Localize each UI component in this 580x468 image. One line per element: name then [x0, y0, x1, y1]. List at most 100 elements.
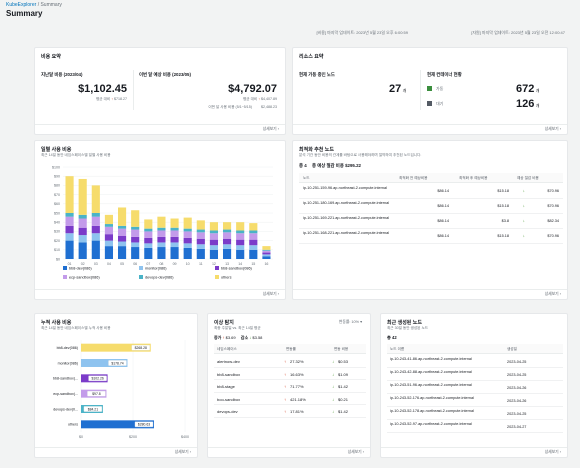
bar-segment[interactable] — [196, 229, 205, 233]
bar-segment[interactable] — [249, 239, 258, 246]
table-row[interactable]: ip-10-243-42-88.ap-northeast-2.compute.i… — [387, 368, 563, 381]
bar-segment[interactable] — [170, 247, 179, 259]
bar-segment[interactable] — [131, 236, 140, 243]
bar-segment[interactable] — [104, 246, 114, 259]
bar-segment[interactable] — [117, 228, 127, 236]
bar-segment[interactable] — [157, 230, 166, 237]
table-row[interactable]: devops-dev ↑ 17.81% ↓ $1.42 — [214, 405, 366, 418]
breadcrumb-root-link[interactable]: KubeExplorer — [6, 2, 37, 8]
bar-segment[interactable] — [170, 236, 179, 243]
bar-segment[interactable] — [183, 228, 192, 232]
bar-segment[interactable] — [249, 223, 258, 231]
bar-segment[interactable] — [144, 247, 153, 259]
bar-segment[interactable] — [78, 235, 87, 243]
bar-segment[interactable] — [91, 240, 100, 259]
table-row[interactable]: ip-10-243-41-86.ap-northeast-2.compute.i… — [387, 355, 563, 368]
bar-segment[interactable] — [170, 227, 179, 231]
legend-label[interactable]: monitor(086) — [145, 267, 167, 271]
bar-segment[interactable] — [78, 178, 87, 215]
bar-segment[interactable] — [91, 185, 100, 213]
bar-segment[interactable] — [183, 237, 192, 244]
bar-segment[interactable] — [196, 220, 205, 230]
bar-segment[interactable] — [262, 250, 271, 253]
bar-segment[interactable] — [262, 254, 271, 257]
bar-segment[interactable] — [209, 245, 219, 250]
bar-segment[interactable] — [222, 244, 232, 249]
table-row[interactable]: ip-10-243-51-96.ap-northeast-2.compute.i… — [387, 381, 563, 394]
bar-segment[interactable] — [117, 225, 127, 229]
bar-segment[interactable] — [144, 243, 153, 248]
bar-segment[interactable] — [196, 232, 205, 239]
bar-segment[interactable] — [104, 234, 114, 241]
bar-segment[interactable] — [236, 222, 245, 231]
bar-segment[interactable] — [104, 226, 114, 235]
legend-label[interactable]: ecp-sandbox(086) — [69, 276, 100, 280]
bar-segment[interactable] — [104, 214, 114, 225]
table-row[interactable]: ip-10-243-52-178.ap-northeast-2.compute.… — [387, 407, 563, 420]
table-row[interactable]: ip-10-251-159-96.ap-northeast-2.compute.… — [299, 184, 563, 199]
bar-segment[interactable] — [222, 222, 232, 230]
bar-segment[interactable] — [222, 248, 232, 259]
bar[interactable] — [81, 359, 128, 367]
bar-segment[interactable] — [157, 242, 166, 248]
bar-segment[interactable] — [236, 249, 245, 259]
bar-segment[interactable] — [236, 239, 245, 246]
legend-label[interactable]: others — [221, 276, 232, 280]
table-row[interactable]: ip-10-251-168-221.ap-northeast-2.compute… — [299, 229, 563, 244]
bar-segment[interactable] — [91, 225, 100, 234]
legend-label[interactable]: devops-dev(086) — [145, 276, 174, 280]
legend-label[interactable]: bb8-dev(086) — [69, 267, 92, 271]
bar-segment[interactable] — [78, 227, 87, 236]
bar-segment[interactable] — [183, 217, 192, 229]
bar-segment[interactable] — [170, 218, 179, 228]
bar-segment[interactable] — [65, 233, 74, 241]
bar-segment[interactable] — [209, 233, 219, 240]
table-row[interactable]: boo-sandbox ↑ 421.18% ↓ $0.21 — [214, 393, 366, 405]
threshold-dropdown[interactable]: 변동률: 10% ▾ — [338, 320, 362, 324]
bar-segment[interactable] — [157, 236, 166, 243]
bar-segment[interactable] — [65, 225, 74, 234]
bar-segment[interactable] — [236, 230, 245, 234]
daily-cost-more-link[interactable]: 상세보기 › — [262, 292, 279, 296]
bar-segment[interactable] — [157, 216, 166, 228]
bar-segment[interactable] — [262, 256, 271, 259]
bar-segment[interactable] — [262, 252, 271, 255]
bar-segment[interactable] — [144, 219, 153, 229]
bar-segment[interactable] — [157, 247, 166, 259]
bar-segment[interactable] — [131, 247, 140, 259]
bar-segment[interactable] — [249, 230, 258, 234]
cost-summary-more-link[interactable]: 상세보기 › — [262, 127, 279, 131]
bar-segment[interactable] — [131, 229, 140, 237]
bar-segment[interactable] — [78, 214, 87, 219]
bar-segment[interactable] — [209, 222, 219, 231]
table-row[interactable]: ip-10-243-52-176.ap-northeast-2.compute.… — [387, 394, 563, 407]
bar-segment[interactable] — [196, 248, 205, 259]
table-row[interactable]: ip-10-243-52-97.ap-northeast-2.compute.i… — [387, 420, 563, 433]
bar-segment[interactable] — [65, 216, 74, 226]
bar-segment[interactable] — [131, 210, 140, 227]
bar-segment[interactable] — [78, 218, 87, 228]
bar[interactable] — [81, 420, 154, 429]
bar-segment[interactable] — [65, 213, 74, 217]
bar-segment[interactable] — [196, 238, 205, 245]
bar-segment[interactable] — [117, 236, 127, 242]
bar-segment[interactable] — [117, 241, 127, 247]
bar-segment[interactable] — [91, 213, 100, 217]
bar-segment[interactable] — [117, 246, 127, 259]
bar-segment[interactable] — [104, 224, 114, 227]
bar-segment[interactable] — [91, 233, 100, 241]
bar-segment[interactable] — [209, 239, 219, 246]
bar-segment[interactable] — [144, 231, 153, 238]
bar-segment[interactable] — [249, 245, 258, 250]
table-row[interactable]: ip-10-251-169-221.ap-northeast-2.compute… — [299, 214, 563, 229]
bar-segment[interactable] — [183, 247, 192, 259]
table-row[interactable]: bb8-sandbox ↑ 16.63% ↓ $1.09 — [214, 368, 366, 380]
optimization-more-link[interactable]: 상세보기 › — [544, 292, 561, 296]
bar-segment[interactable] — [91, 216, 100, 226]
table-row[interactable]: bb8-stage ↑ 71.77% ↓ $1.42 — [214, 380, 366, 393]
bar-segment[interactable] — [157, 227, 166, 231]
cumulative-more-link[interactable]: 상세보기 › — [174, 450, 191, 454]
legend-label[interactable]: bb8-sandbox(086) — [221, 267, 253, 271]
bar-segment[interactable] — [236, 245, 245, 250]
resource-summary-more-link[interactable]: 상세보기 › — [544, 127, 561, 131]
